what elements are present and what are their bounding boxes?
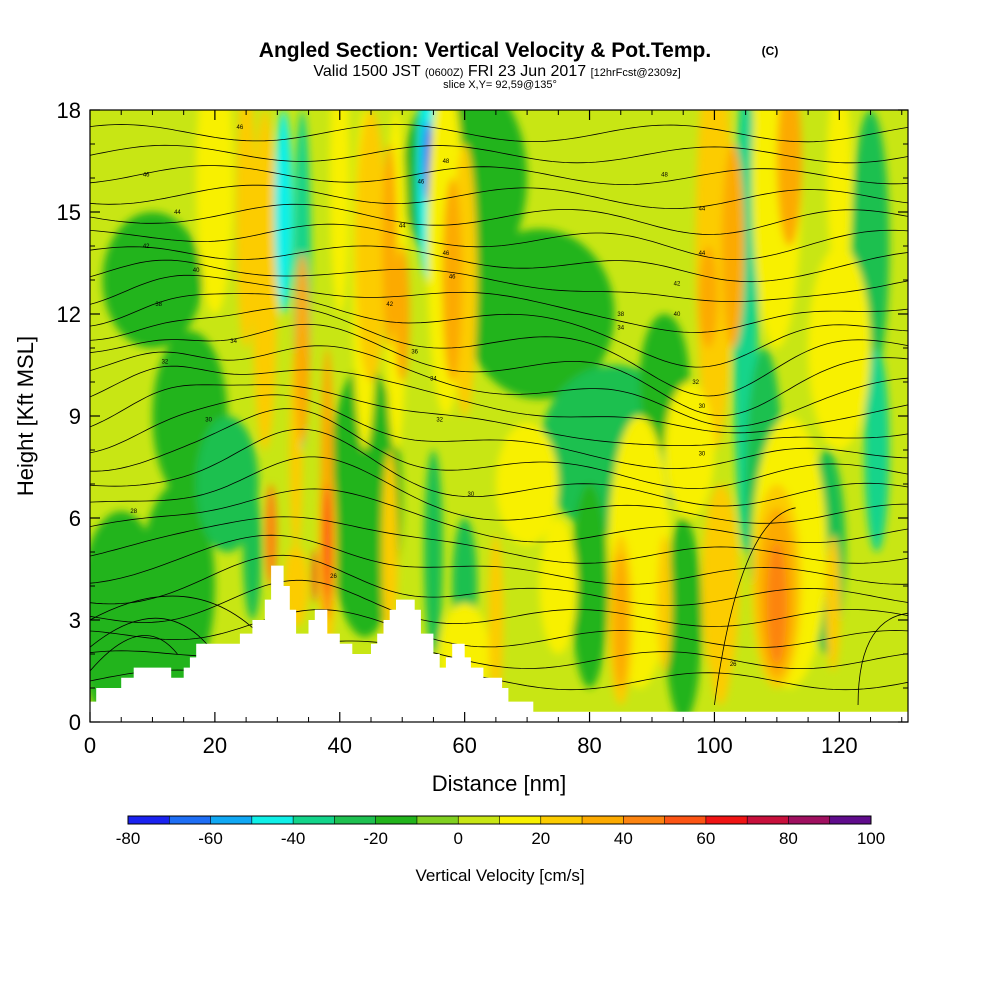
y-tick-label: 0 <box>69 710 81 735</box>
potential-temperature-labels: 46 48 48 46 46 44 44 44 42 46 44 40 46 42 38 42 38 40 34 34… <box>130 125 737 668</box>
colorbar-tick-label: -80 <box>116 829 141 848</box>
colorbar-swatch <box>747 816 789 824</box>
isentrope-label: 44 <box>399 224 406 230</box>
valid-time-date: FRI 23 Jun 2017 <box>468 63 586 80</box>
colorbar-tick-label: 100 <box>857 829 885 848</box>
isentrope-label: 48 <box>443 159 450 165</box>
title-block: Angled Section: Vertical Velocity & Pot.… <box>259 39 779 91</box>
terrain-mask <box>90 565 908 722</box>
isentrope-label: 34 <box>617 326 624 332</box>
y-tick-label: 15 <box>57 200 81 225</box>
isentrope-label: 46 <box>443 251 450 257</box>
isentrope-label: 38 <box>155 302 162 308</box>
colorbar-swatch <box>128 816 170 824</box>
isentrope-label: 30 <box>699 404 706 410</box>
colorbar-swatch <box>458 816 500 824</box>
colorbar-tick-label: 20 <box>531 829 550 848</box>
y-tick-label: 3 <box>69 608 81 633</box>
isentrope-label: 30 <box>699 451 706 457</box>
y-tick-label: 12 <box>57 302 81 327</box>
isentrope-label: 46 <box>237 125 244 131</box>
x-tick-label: 80 <box>577 733 601 758</box>
colorbar-swatch <box>293 816 335 824</box>
isentrope-label: 36 <box>411 349 418 355</box>
colorbar-swatch <box>416 816 459 824</box>
isentrope-label: 44 <box>174 210 181 216</box>
vertical-velocity-field: 46 48 48 46 46 44 44 44 42 46 44 40 46 42 38 42 38 40 34 34… <box>90 110 908 722</box>
colorbar-swatch <box>251 816 294 824</box>
isentrope-label: 46 <box>418 179 425 185</box>
isentrope-label: 26 <box>730 662 737 668</box>
isentrope-label: 44 <box>699 207 706 213</box>
isentrope-label: 30 <box>468 492 475 498</box>
x-tick-label: 40 <box>328 733 352 758</box>
isentrope-label: 44 <box>699 251 706 257</box>
colorbar-tick-label: 60 <box>696 829 715 848</box>
colorbar-label: Vertical Velocity [cm/s] <box>415 866 584 885</box>
colorbar-swatch <box>788 816 831 824</box>
isentrope-label: 30 <box>205 417 212 423</box>
isentrope-label: 40 <box>193 268 200 274</box>
x-tick-label: 60 <box>452 733 476 758</box>
colorbar-swatch <box>664 816 707 824</box>
x-tick-label: 20 <box>203 733 227 758</box>
colorbar-tick-label: 40 <box>614 829 633 848</box>
chart-title: Angled Section: Vertical Velocity & Pot.… <box>259 39 711 62</box>
isentrope-label: 42 <box>386 302 393 308</box>
isentrope-label: 28 <box>130 509 137 515</box>
x-axis-ticks: 0 20 40 60 80 100 120 <box>84 110 903 758</box>
isentrope-label: 46 <box>449 275 456 281</box>
colorbar-swatch <box>540 816 583 824</box>
colorbar-swatch <box>582 816 624 824</box>
isentrope-label: 42 <box>674 281 681 287</box>
slice-caption: slice X,Y= 92,59@135° <box>443 79 557 91</box>
colorbar-swatch <box>829 816 872 824</box>
x-tick-label: 0 <box>84 733 96 758</box>
isentrope-label: 32 <box>692 380 699 386</box>
valid-time-line: Valid 1500 JST (0600Z) FRI 23 Jun 2017 [… <box>313 63 680 80</box>
colorbar-tick-label: 0 <box>453 829 462 848</box>
colorbar-tick-label: -40 <box>281 829 306 848</box>
valid-time-zulu: (0600Z) <box>425 67 464 79</box>
isentrope-label: 32 <box>162 360 169 366</box>
x-axis-label: Distance [nm] <box>432 771 567 796</box>
isentrope-label: 48 <box>661 173 668 179</box>
colorbar-swatch <box>623 816 665 824</box>
valid-time-forecast: [12hrFcst@2309z] <box>591 67 681 79</box>
colorbar-swatch <box>169 816 211 824</box>
isentrope-label: 46 <box>143 173 150 179</box>
isentrope-label: 32 <box>436 417 443 423</box>
isentrope-label: 38 <box>617 312 624 318</box>
colorbar-swatch <box>210 816 253 824</box>
x-tick-label: 120 <box>821 733 858 758</box>
x-tick-label: 100 <box>696 733 733 758</box>
y-axis-label: Height [Kft MSL] <box>13 336 38 496</box>
colorbar-swatch <box>334 816 376 824</box>
chart-title-tag: (C) <box>762 44 779 58</box>
isentrope-label: 34 <box>430 377 437 383</box>
y-tick-label: 9 <box>69 404 81 429</box>
isentrope-label: 42 <box>143 244 150 250</box>
isentrope-label: 34 <box>230 339 237 345</box>
colorbar-swatch <box>499 816 542 824</box>
colorbar-tick-label: -60 <box>198 829 223 848</box>
y-tick-label: 18 <box>57 98 81 123</box>
colorbar-swatch <box>375 816 418 824</box>
colorbar-tick-label: -20 <box>363 829 388 848</box>
isentrope-label: 26 <box>330 574 337 580</box>
colorbar: -80 -60 -40 -20 0 20 40 60 80 100 <box>116 815 885 848</box>
y-tick-label: 6 <box>69 506 81 531</box>
isentrope-label: 40 <box>674 312 681 318</box>
colorbar-swatch <box>705 816 748 824</box>
valid-time-prefix: Valid 1500 JST <box>313 63 421 80</box>
colorbar-tick-label: 80 <box>779 829 798 848</box>
